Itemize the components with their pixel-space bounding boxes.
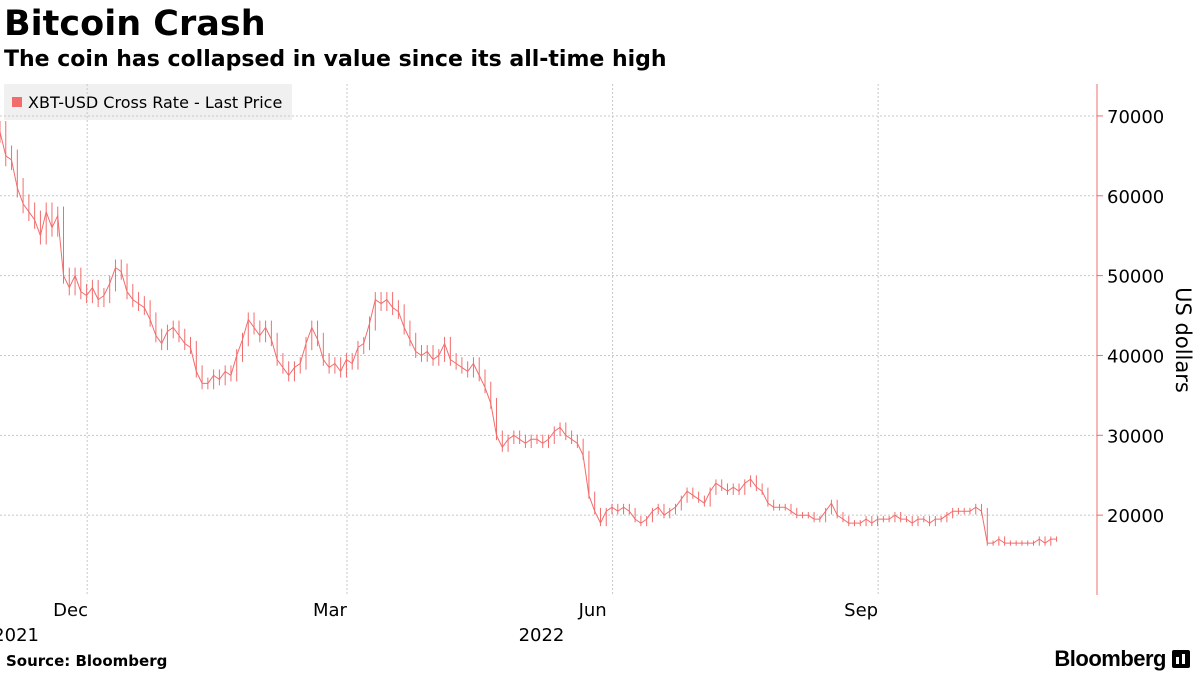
x-axis-ticks: Dec 2021 Mar Jun 2022 Sep xyxy=(0,600,878,646)
bloomberg-chart-icon xyxy=(1172,650,1190,668)
x-tick-label: Dec xyxy=(53,600,88,621)
bloomberg-logo: Bloomberg xyxy=(1054,646,1190,672)
brand-wordmark: Bloomberg xyxy=(1054,646,1166,671)
y-axis-ticks: 20000 30000 40000 50000 60000 70000 xyxy=(1097,107,1164,527)
x-tick-label: Mar xyxy=(313,600,348,621)
legend-label: XBT-USD Cross Rate - Last Price xyxy=(28,92,283,112)
price-line xyxy=(0,131,1057,544)
x-tick-label: Jun xyxy=(578,600,607,621)
y-axis-label: US dollars xyxy=(1171,287,1195,393)
legend: XBT-USD Cross Rate - Last Price xyxy=(4,84,293,120)
y-tick-label: 60000 xyxy=(1107,187,1164,208)
legend-swatch xyxy=(12,97,22,107)
y-tick-label: 40000 xyxy=(1107,346,1164,367)
chart-title: Bitcoin Crash xyxy=(4,4,266,44)
x-tick-label: Sep xyxy=(844,600,878,621)
price-series xyxy=(0,121,1058,546)
y-tick-label: 30000 xyxy=(1107,426,1164,447)
grid-lines xyxy=(0,84,1097,595)
chart-subtitle: The coin has collapsed in value since it… xyxy=(4,47,667,72)
x-tick-year-label: 2022 xyxy=(519,625,565,646)
y-tick-label: 50000 xyxy=(1107,267,1164,288)
source-note: Source: Bloomberg xyxy=(6,652,168,670)
y-tick-label: 70000 xyxy=(1107,107,1164,128)
y-tick-label: 20000 xyxy=(1107,506,1164,527)
x-tick-year-label: 2021 xyxy=(0,625,39,646)
